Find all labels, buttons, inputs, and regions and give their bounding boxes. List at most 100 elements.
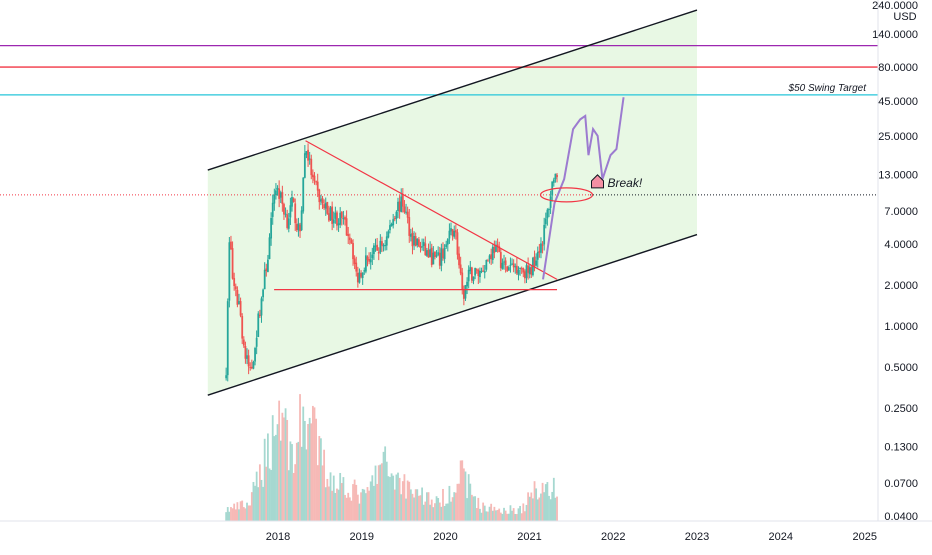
volume-bar xyxy=(477,497,480,521)
candle-body xyxy=(276,187,279,190)
candle-body xyxy=(257,313,260,338)
candle-body xyxy=(305,151,308,155)
volume-bar xyxy=(543,492,546,521)
volume-bar xyxy=(249,505,252,521)
candle-body xyxy=(318,189,321,203)
candle-body xyxy=(416,238,419,246)
candle-body xyxy=(308,158,311,160)
candle-body xyxy=(326,201,329,214)
volume-bar xyxy=(300,446,303,521)
candle-body xyxy=(509,264,512,266)
candle-body xyxy=(369,259,372,263)
candle-body xyxy=(485,260,488,270)
candle-body xyxy=(342,218,345,220)
candle-body xyxy=(255,337,258,347)
volume-bar xyxy=(498,508,501,521)
candle-body xyxy=(226,301,229,376)
volume-bar xyxy=(411,493,414,521)
volume-bar xyxy=(462,468,465,521)
volume-bar xyxy=(284,408,287,521)
volume-bar xyxy=(244,508,247,521)
candle-body xyxy=(459,264,462,274)
candle-body xyxy=(233,278,236,286)
candle-body xyxy=(331,206,334,224)
volume-bar xyxy=(424,501,427,521)
volume-bar xyxy=(303,420,306,521)
candle-body xyxy=(368,258,370,262)
volume-bar xyxy=(361,488,364,521)
candle-body xyxy=(479,270,481,278)
volume-bar xyxy=(374,465,377,521)
candle-body xyxy=(546,209,549,219)
volume-bar xyxy=(320,438,322,521)
channel-lower-line xyxy=(207,233,698,396)
volume-bar xyxy=(310,423,313,521)
candle-body xyxy=(512,263,515,268)
volume-bar xyxy=(369,481,372,521)
volume-bar xyxy=(267,433,269,521)
candle-body xyxy=(239,301,242,316)
volume-bar xyxy=(366,487,369,521)
volume-bar xyxy=(443,506,446,521)
candle-body xyxy=(495,245,497,252)
candle-body xyxy=(361,272,364,279)
candle-body xyxy=(467,269,470,282)
volume-bar xyxy=(524,511,526,521)
volume-bar xyxy=(275,434,277,521)
volume-bar xyxy=(437,498,440,521)
x-tick-label: 2023 xyxy=(685,531,709,543)
volume-bar xyxy=(377,465,380,521)
candle-body xyxy=(507,267,510,271)
candle-body xyxy=(480,270,483,272)
candle-body xyxy=(395,211,398,219)
candle-body xyxy=(511,263,513,265)
candle-body xyxy=(385,236,388,246)
volume-bar xyxy=(385,461,388,521)
candle-body xyxy=(528,267,531,275)
candle-body xyxy=(340,211,343,218)
volume-bar xyxy=(432,507,435,521)
candle-body xyxy=(493,247,496,253)
candle-body xyxy=(289,205,292,218)
candle-body xyxy=(506,266,509,272)
candle-body xyxy=(270,217,273,239)
candle-body xyxy=(525,265,528,278)
x-tick-label: 2024 xyxy=(769,531,793,543)
volume-bar xyxy=(287,470,290,521)
candle-body xyxy=(371,254,374,259)
candle-body xyxy=(310,158,313,176)
volume-bar xyxy=(379,464,382,521)
candle-body xyxy=(442,249,444,258)
candle-body xyxy=(533,256,536,266)
volume-bar xyxy=(252,481,255,521)
volume-bar xyxy=(295,442,298,521)
volume-bar xyxy=(488,506,491,521)
candle-body xyxy=(424,243,427,255)
volume-bar xyxy=(501,513,504,521)
volume-bar xyxy=(387,476,390,521)
candle-body xyxy=(456,232,459,255)
candle-body xyxy=(389,225,391,231)
x-tick-label: 2018 xyxy=(266,531,290,543)
candle-body xyxy=(413,236,415,245)
y-tick-label: 0.2500 xyxy=(884,403,918,415)
candle-body xyxy=(397,201,399,212)
candle-body xyxy=(262,289,264,298)
volume-bar xyxy=(265,466,268,521)
candle-body xyxy=(339,212,342,225)
volume-bar xyxy=(549,499,552,521)
candle-body xyxy=(461,272,464,290)
volume-bar xyxy=(292,472,295,521)
candle-body xyxy=(230,241,232,250)
x-tick-label: 2020 xyxy=(433,531,457,543)
candle-body xyxy=(265,268,268,272)
volume-bar xyxy=(532,498,534,521)
x-tick-label: 2025 xyxy=(852,531,876,543)
volume-bar xyxy=(440,506,443,521)
volume-bar xyxy=(311,405,314,521)
volume-bar xyxy=(533,481,536,521)
candle-body xyxy=(538,250,541,253)
volume-bar xyxy=(332,475,335,521)
